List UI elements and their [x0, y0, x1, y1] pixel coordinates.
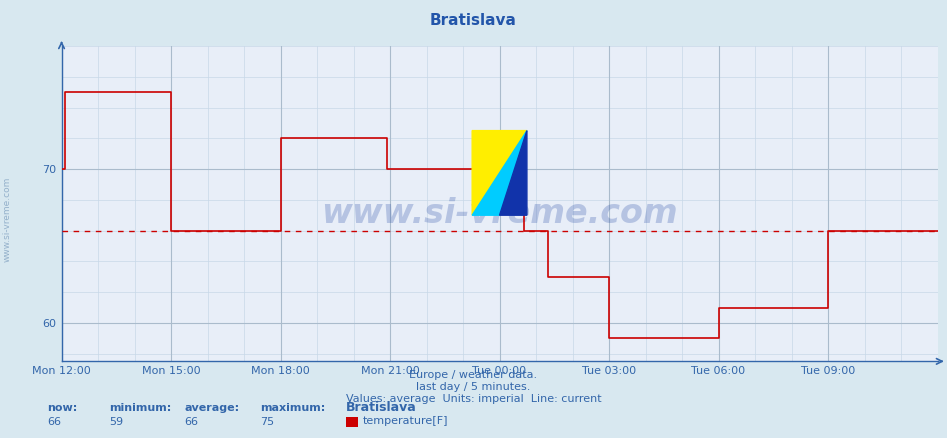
- Text: 75: 75: [260, 417, 275, 427]
- Text: Europe / weather data.: Europe / weather data.: [409, 370, 538, 380]
- Text: 66: 66: [47, 417, 62, 427]
- Text: www.si-vreme.com: www.si-vreme.com: [3, 177, 12, 261]
- Text: www.si-vreme.com: www.si-vreme.com: [321, 197, 678, 230]
- Polygon shape: [500, 131, 527, 215]
- Text: Bratislava: Bratislava: [430, 13, 517, 28]
- Text: average:: average:: [185, 403, 240, 413]
- Polygon shape: [473, 131, 527, 215]
- Text: Bratislava: Bratislava: [346, 401, 417, 414]
- Text: 66: 66: [185, 417, 199, 427]
- Text: now:: now:: [47, 403, 78, 413]
- Text: 59: 59: [109, 417, 123, 427]
- Text: minimum:: minimum:: [109, 403, 171, 413]
- Text: last day / 5 minutes.: last day / 5 minutes.: [417, 382, 530, 392]
- Text: maximum:: maximum:: [260, 403, 326, 413]
- Polygon shape: [473, 131, 527, 215]
- Text: Values: average  Units: imperial  Line: current: Values: average Units: imperial Line: cu…: [346, 394, 601, 404]
- Text: temperature[F]: temperature[F]: [363, 416, 448, 426]
